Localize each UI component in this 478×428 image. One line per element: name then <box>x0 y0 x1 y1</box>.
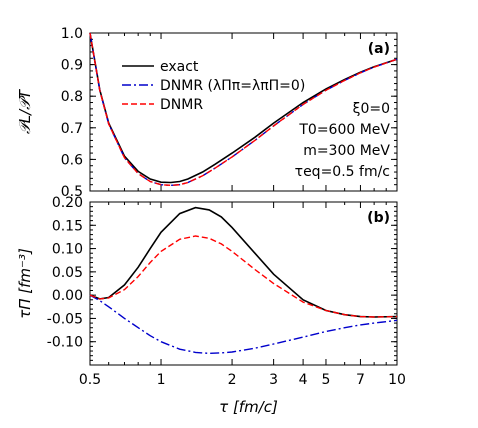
x-tick-label: 10 <box>388 372 406 388</box>
legend: exact DNMR (λΠπ=λπΠ=0) DNMR <box>122 59 305 113</box>
x-tick-label: 0.5 <box>79 372 101 388</box>
x-tick-label: 7 <box>356 372 365 388</box>
y-tick-label: 0.15 <box>52 218 83 234</box>
y-axis-label: 𝒫L/𝒫T <box>16 88 34 134</box>
y-axis-label: τΠ [fm⁻³] <box>16 248 34 319</box>
parameter-annotation: ξ0=0 <box>353 101 390 117</box>
series-line <box>89 206 398 318</box>
y-tick-label: 0.00 <box>52 288 83 304</box>
plot-frame <box>89 32 398 192</box>
x-tick-label: 3 <box>269 372 278 388</box>
legend-label: DNMR (λΠπ=λπΠ=0) <box>160 78 305 94</box>
y-tick-label: 0.8 <box>61 89 83 105</box>
y-tick-label: -0.05 <box>47 311 83 327</box>
x-axis-label: τ [fm/c] <box>219 398 278 416</box>
parameter-annotation: T0=600 MeV <box>298 122 390 138</box>
legend-label: DNMR <box>160 97 203 113</box>
y-tick-label: 0.7 <box>61 121 83 137</box>
y-tick-label: 0.20 <box>52 195 83 211</box>
series-line <box>89 294 398 355</box>
x-tick-label: 5 <box>322 372 331 388</box>
x-tick-label: 4 <box>299 372 308 388</box>
x-tick-label: 1 <box>157 372 166 388</box>
series-line <box>89 32 398 187</box>
y-tick-label: -0.10 <box>47 335 83 351</box>
y-tick-label: 0.10 <box>52 242 83 258</box>
series-line <box>89 32 398 184</box>
panel-label: (b) <box>367 210 390 226</box>
parameter-annotation: τeq=0.5 fm/c <box>295 164 390 180</box>
panel-b: -0.10 -0.05 0.00 0.05 0.10 0.15 0.20 (b) τΠ [fm⁻… <box>16 195 406 416</box>
y-tick-label: 0.6 <box>61 152 83 168</box>
legend-label: exact <box>160 59 199 75</box>
y-tick-label: 0.9 <box>61 58 83 74</box>
series-line <box>89 32 398 187</box>
y-tick-label: 0.5 <box>61 184 83 200</box>
x-tick-label: 2 <box>228 372 237 388</box>
y-tick-label: 1.0 <box>61 26 83 42</box>
panel-a: 0.5 0.6 0.7 0.8 0.9 1.0 (a) 𝒫L/𝒫T exact DNMR (λΠπ… <box>16 26 398 200</box>
plot-frame <box>89 201 398 366</box>
series-line <box>89 235 398 318</box>
panel-label: (a) <box>368 41 390 57</box>
y-tick-label: 0.05 <box>52 265 83 281</box>
parameter-annotation: m=300 MeV <box>303 143 390 159</box>
